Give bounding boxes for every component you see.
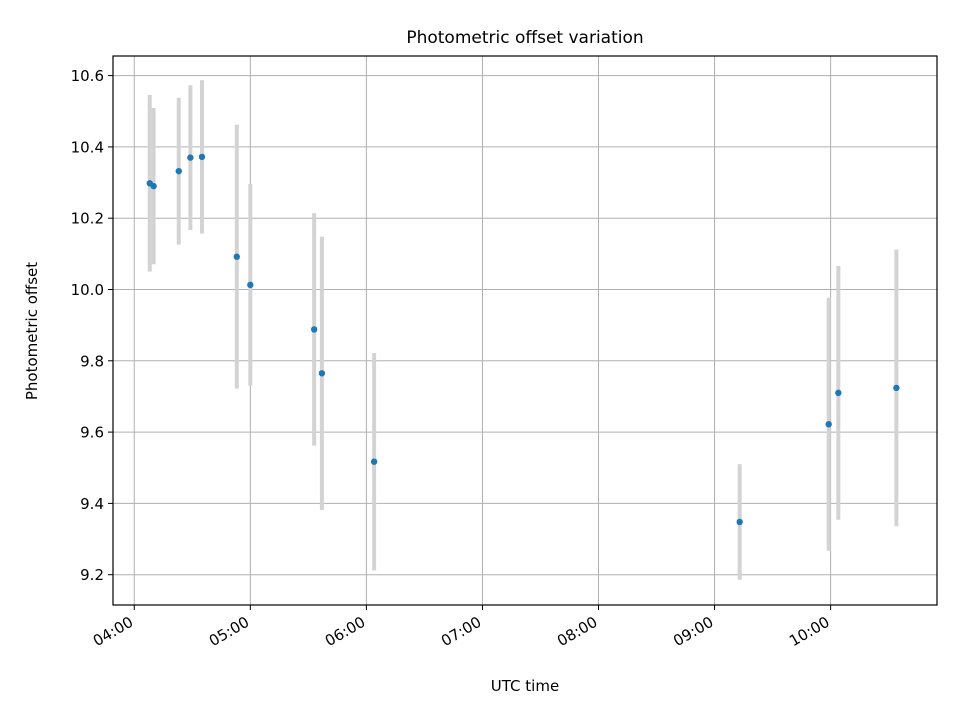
axis-ticks: 04:00 05:00 06:00 07:00 08:00 09:00 10:00 9.2 9.… bbox=[71, 67, 833, 650]
y-tick-label: 10.4 bbox=[71, 138, 104, 156]
x-tick-label: 10:00 bbox=[786, 613, 832, 650]
y-tick-label: 10.0 bbox=[71, 281, 104, 299]
chart-title: Photometric offset variation bbox=[406, 28, 643, 48]
data-point bbox=[318, 370, 326, 377]
x-axis-label: UTC time bbox=[491, 677, 559, 695]
x-tick-label: 09:00 bbox=[670, 613, 716, 650]
x-tick-label: 06:00 bbox=[322, 613, 368, 650]
data-point bbox=[247, 281, 254, 289]
y-tick-label: 9.8 bbox=[80, 352, 104, 370]
data-point bbox=[150, 182, 157, 190]
data-point bbox=[893, 384, 900, 392]
y-axis-label: Photometric offset bbox=[23, 262, 41, 400]
data-point bbox=[187, 154, 194, 161]
data-point bbox=[310, 326, 318, 333]
data-point bbox=[175, 167, 182, 175]
y-tick-label: 9.6 bbox=[80, 424, 104, 442]
x-tick-label: 05:00 bbox=[206, 613, 252, 650]
data-point bbox=[825, 421, 832, 428]
y-tick-label: 10.2 bbox=[71, 210, 104, 228]
data-point bbox=[370, 458, 378, 465]
x-tick-label: 07:00 bbox=[438, 613, 484, 650]
x-tick-label: 04:00 bbox=[90, 613, 136, 650]
data-point bbox=[233, 253, 240, 260]
y-tick-label: 9.4 bbox=[80, 495, 104, 513]
y-tick-label: 9.2 bbox=[80, 566, 104, 584]
data-point bbox=[835, 389, 842, 397]
data-point bbox=[198, 153, 206, 161]
data-points bbox=[146, 153, 900, 526]
plot-area-frame bbox=[112, 55, 938, 606]
y-tick-label: 10.6 bbox=[71, 67, 104, 85]
data-point bbox=[736, 518, 743, 526]
x-tick-label: 08:00 bbox=[554, 613, 600, 650]
error-bars bbox=[147, 80, 899, 580]
